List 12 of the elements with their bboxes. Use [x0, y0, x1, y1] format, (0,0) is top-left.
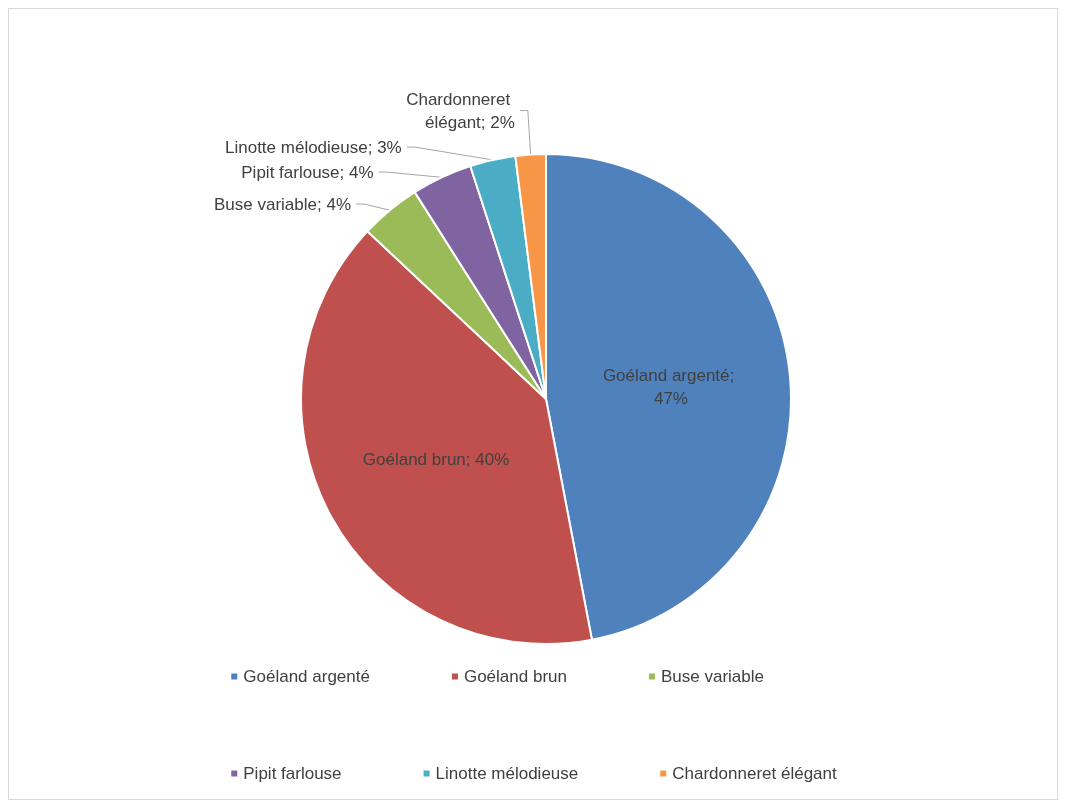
data-label: Goéland argenté; 47% — [602, 366, 739, 409]
legend-label: Buse variable — [660, 667, 764, 686]
legend-label: Goéland brun — [463, 667, 567, 686]
data-label: Buse variable; 4% — [214, 194, 352, 214]
data-label: Linotte mélodieuse; 3% — [225, 137, 402, 157]
legend-label: Goéland argenté — [243, 667, 370, 686]
data-label: Chardonneret élégant; 2% — [406, 89, 515, 132]
legend-label: Pipit farlouse — [243, 764, 342, 783]
data-label: Pipit farlouse; 4% — [241, 162, 374, 182]
legend-label: Linotte mélodieuse — [435, 764, 579, 783]
data-label: Goéland brun; 40% — [362, 449, 510, 469]
legend-label: Chardonneret élégant — [672, 764, 837, 783]
